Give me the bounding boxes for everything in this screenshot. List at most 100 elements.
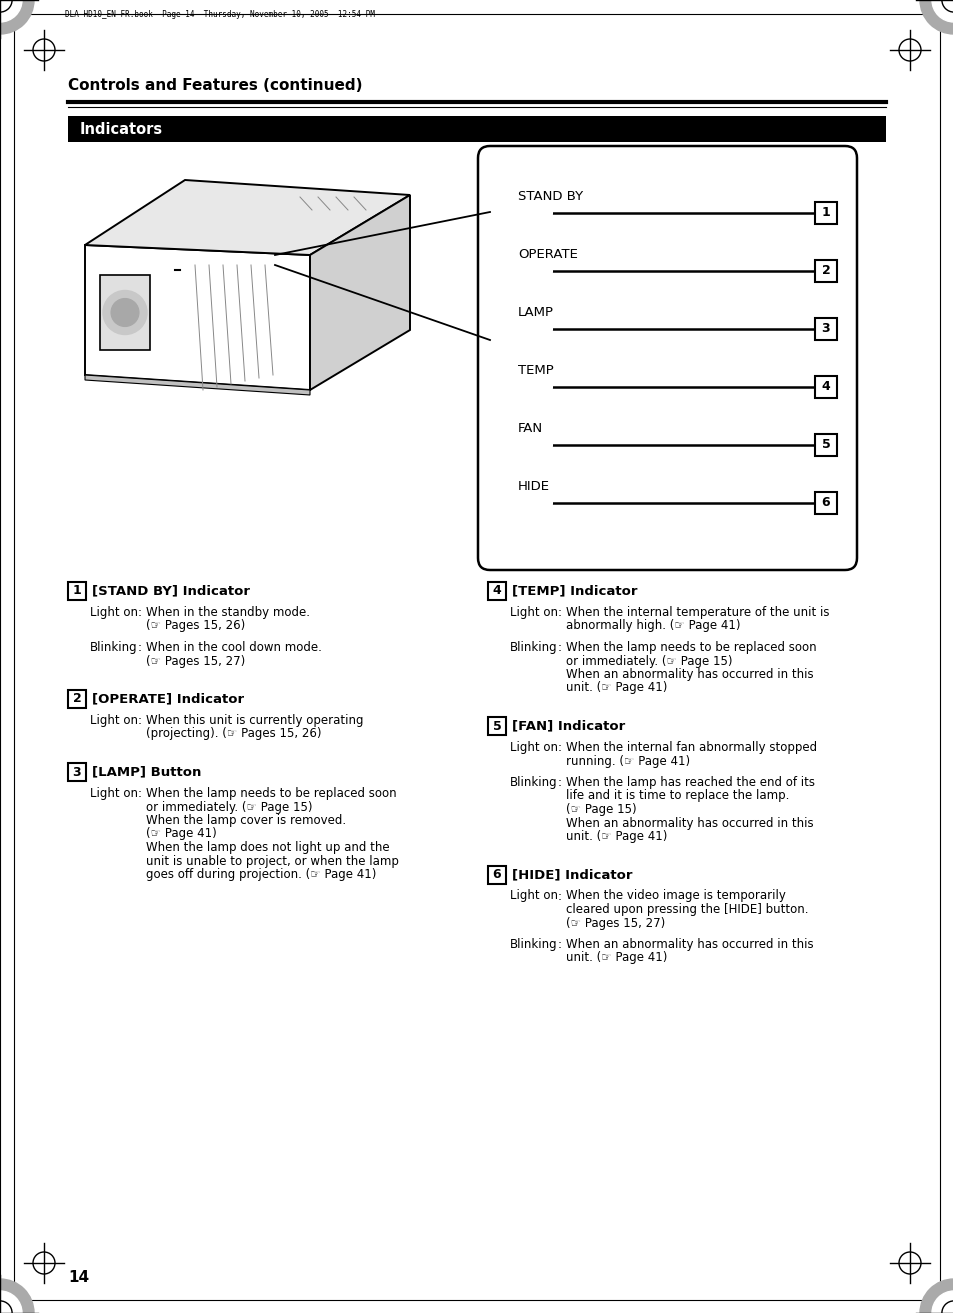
Text: FAN: FAN xyxy=(517,421,542,435)
Text: LAMP: LAMP xyxy=(517,306,554,319)
Text: 5: 5 xyxy=(492,720,501,733)
Text: 6: 6 xyxy=(821,496,829,509)
Text: life and it is time to replace the lamp.: life and it is time to replace the lamp. xyxy=(565,789,788,802)
Circle shape xyxy=(931,0,953,22)
Bar xyxy=(814,202,836,225)
Text: :: : xyxy=(138,714,142,727)
Circle shape xyxy=(537,322,552,336)
Polygon shape xyxy=(85,246,310,390)
Circle shape xyxy=(537,264,552,278)
Text: running. (☞ Page 41): running. (☞ Page 41) xyxy=(565,755,689,768)
Polygon shape xyxy=(85,180,410,255)
Text: (☞ Pages 15, 27): (☞ Pages 15, 27) xyxy=(565,916,664,930)
Text: unit. (☞ Page 41): unit. (☞ Page 41) xyxy=(565,681,667,695)
Text: Controls and Features (continued): Controls and Features (continued) xyxy=(68,77,362,93)
Circle shape xyxy=(537,379,552,394)
Text: or immediately. (☞ Page 15): or immediately. (☞ Page 15) xyxy=(146,801,313,814)
Text: 6: 6 xyxy=(492,868,500,881)
Text: (☞ Page 15): (☞ Page 15) xyxy=(565,804,636,815)
Text: 3: 3 xyxy=(72,765,81,779)
Text: (☞ Pages 15, 27): (☞ Pages 15, 27) xyxy=(146,654,245,667)
Text: [TEMP] Indicator: [TEMP] Indicator xyxy=(512,584,637,597)
Text: Indicators: Indicators xyxy=(80,122,163,137)
Bar xyxy=(100,274,150,351)
Circle shape xyxy=(111,298,139,327)
Circle shape xyxy=(919,0,953,34)
Text: When an abnormality has occurred in this: When an abnormality has occurred in this xyxy=(565,668,813,681)
FancyBboxPatch shape xyxy=(477,146,856,570)
Text: unit. (☞ Page 41): unit. (☞ Page 41) xyxy=(565,952,667,965)
Circle shape xyxy=(0,1279,34,1313)
Text: When the internal temperature of the unit is: When the internal temperature of the uni… xyxy=(565,607,828,618)
Text: STAND BY: STAND BY xyxy=(517,189,582,202)
Text: When the internal fan abnormally stopped: When the internal fan abnormally stopped xyxy=(565,741,817,754)
Text: 14: 14 xyxy=(68,1271,89,1285)
Text: 4: 4 xyxy=(821,381,829,394)
Text: 2: 2 xyxy=(72,692,81,705)
Text: goes off during projection. (☞ Page 41): goes off during projection. (☞ Page 41) xyxy=(146,868,376,881)
Text: Light on: Light on xyxy=(90,607,138,618)
Text: Light on: Light on xyxy=(90,786,138,800)
Text: When an abnormality has occurred in this: When an abnormality has occurred in this xyxy=(565,937,813,951)
Text: TEMP: TEMP xyxy=(517,364,553,377)
Bar xyxy=(68,116,885,142)
Text: :: : xyxy=(558,607,561,618)
Text: :: : xyxy=(558,889,561,902)
Text: When the lamp needs to be replaced soon: When the lamp needs to be replaced soon xyxy=(565,641,816,654)
Text: When this unit is currently operating: When this unit is currently operating xyxy=(146,714,363,727)
Text: abnormally high. (☞ Page 41): abnormally high. (☞ Page 41) xyxy=(565,620,740,633)
Text: [LAMP] Button: [LAMP] Button xyxy=(91,765,201,779)
Polygon shape xyxy=(310,196,410,390)
Text: or immediately. (☞ Page 15): or immediately. (☞ Page 15) xyxy=(565,654,732,667)
Circle shape xyxy=(537,439,552,452)
Text: unit is unable to project, or when the lamp: unit is unable to project, or when the l… xyxy=(146,855,398,868)
Text: :: : xyxy=(138,641,142,654)
Circle shape xyxy=(0,0,34,34)
Text: When in the cool down mode.: When in the cool down mode. xyxy=(146,641,321,654)
Text: When the lamp has reached the end of its: When the lamp has reached the end of its xyxy=(565,776,814,789)
Text: When the video image is temporarily: When the video image is temporarily xyxy=(565,889,785,902)
Text: unit. (☞ Page 41): unit. (☞ Page 41) xyxy=(565,830,667,843)
Circle shape xyxy=(103,290,147,335)
Circle shape xyxy=(919,1279,953,1313)
Bar xyxy=(814,260,836,282)
Text: Blinking: Blinking xyxy=(90,641,137,654)
Text: :: : xyxy=(558,641,561,654)
Bar xyxy=(814,318,836,340)
Text: DLA-HD10_EN-FR.book  Page 14  Thursday, November 10, 2005  12:54 PM: DLA-HD10_EN-FR.book Page 14 Thursday, No… xyxy=(65,11,375,18)
Text: 4: 4 xyxy=(492,584,501,597)
Text: When the lamp needs to be replaced soon: When the lamp needs to be replaced soon xyxy=(146,786,396,800)
Text: 5: 5 xyxy=(821,439,829,452)
Text: HIDE: HIDE xyxy=(517,479,550,492)
Circle shape xyxy=(931,1291,953,1313)
Text: Blinking: Blinking xyxy=(510,641,558,654)
Text: Light on: Light on xyxy=(510,607,558,618)
Text: :: : xyxy=(558,937,561,951)
Text: cleared upon pressing the [HIDE] button.: cleared upon pressing the [HIDE] button. xyxy=(565,903,807,916)
Bar xyxy=(814,435,836,456)
Text: [STAND BY] Indicator: [STAND BY] Indicator xyxy=(91,584,250,597)
Text: :: : xyxy=(558,776,561,789)
Circle shape xyxy=(537,496,552,509)
Text: 3: 3 xyxy=(821,323,829,336)
Bar xyxy=(488,865,505,884)
Circle shape xyxy=(537,206,552,221)
Circle shape xyxy=(0,1291,22,1313)
Text: OPERATE: OPERATE xyxy=(517,247,578,260)
Text: 1: 1 xyxy=(821,206,829,219)
Text: When the lamp does not light up and the: When the lamp does not light up and the xyxy=(146,842,389,853)
Text: Blinking: Blinking xyxy=(510,776,558,789)
Text: (☞ Page 41): (☞ Page 41) xyxy=(146,827,216,840)
Text: 1: 1 xyxy=(72,584,81,597)
Text: When in the standby mode.: When in the standby mode. xyxy=(146,607,310,618)
Text: Blinking: Blinking xyxy=(510,937,558,951)
Text: (☞ Pages 15, 26): (☞ Pages 15, 26) xyxy=(146,620,245,633)
Bar xyxy=(814,492,836,513)
Text: [OPERATE] Indicator: [OPERATE] Indicator xyxy=(91,692,244,705)
Text: Light on: Light on xyxy=(510,889,558,902)
Text: Light on: Light on xyxy=(510,741,558,754)
Text: :: : xyxy=(138,607,142,618)
Bar xyxy=(68,691,86,708)
Bar xyxy=(488,717,505,735)
Text: When the lamp cover is removed.: When the lamp cover is removed. xyxy=(146,814,346,827)
